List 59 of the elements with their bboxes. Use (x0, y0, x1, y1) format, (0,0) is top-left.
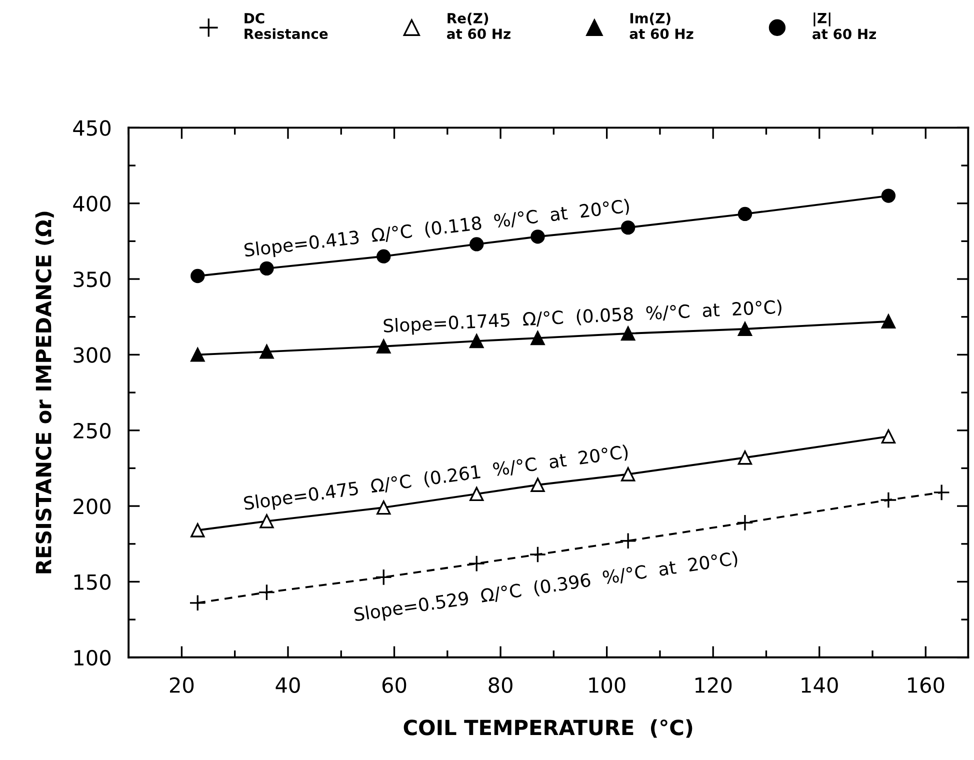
point (376, 500, 391, 515)
point (375, 568, 392, 586)
x-tick-label: 80 (488, 677, 512, 693)
annotation: Slope=0.475 Ω/°C (0.261 %/°C at 20°C) (243, 444, 629, 514)
x-tick-label: 100 (589, 677, 626, 693)
x-tick-label: 160 (908, 677, 944, 693)
point (933, 484, 950, 501)
annotation: Slope=0.529 Ω/°C (0.396 %/°C at 20°C) (354, 550, 738, 625)
y-tick-label: 250 (74, 422, 111, 439)
x-tick-label: 60 (382, 677, 406, 693)
point (738, 206, 752, 222)
point (260, 261, 274, 276)
y-tick-label: 300 (74, 347, 111, 363)
point (620, 467, 636, 482)
point (530, 478, 545, 492)
y-tick-label: 400 (73, 196, 111, 212)
point (470, 486, 484, 502)
point (529, 546, 546, 563)
point (881, 429, 896, 444)
point (258, 584, 276, 601)
x-tick-label: 140 (802, 677, 838, 693)
point (260, 344, 274, 359)
annotation: Slope=0.413 Ω/°C (0.118 %/°C at 20°C) (244, 198, 630, 260)
point (468, 555, 486, 572)
point (736, 514, 754, 532)
annotation: Slope=0.1745 Ω/°C (0.058 %/°C at 20°C) (383, 299, 782, 336)
point (376, 339, 391, 354)
legend-label: Re(Z) at 60 Hz (446, 12, 510, 40)
legend-label: |Z| at 60 Hz (812, 12, 876, 40)
point (470, 334, 484, 348)
point (189, 594, 206, 612)
x-tick-label: 120 (695, 677, 732, 693)
point (376, 249, 391, 264)
y-axis-title: RESISTANCE or IMPEDANCE (Ω) (35, 212, 54, 574)
point (880, 492, 897, 508)
point (190, 523, 205, 538)
point (470, 237, 484, 252)
y-tick-label: 450 (73, 120, 111, 136)
point (530, 330, 545, 346)
point (738, 322, 752, 336)
x-tick-label: 20 (170, 677, 194, 693)
legend-label: Im(Z) at 60 Hz (630, 12, 694, 40)
y-tick-label: 200 (74, 498, 111, 514)
point (530, 230, 545, 244)
point (620, 220, 636, 235)
y-tick-label: 350 (74, 271, 111, 288)
point (190, 348, 205, 362)
y-tick-label: 150 (74, 574, 111, 590)
point (881, 188, 896, 203)
point (738, 450, 752, 465)
point (620, 326, 636, 341)
point (620, 532, 637, 550)
legend-label: DC Resistance (244, 12, 328, 40)
point (260, 514, 274, 528)
x-tick-label: 40 (276, 677, 300, 693)
point (190, 268, 205, 284)
point (881, 314, 896, 328)
x-axis-title: COIL TEMPERATURE (°C) (404, 719, 692, 738)
y-tick-label: 100 (74, 650, 111, 666)
